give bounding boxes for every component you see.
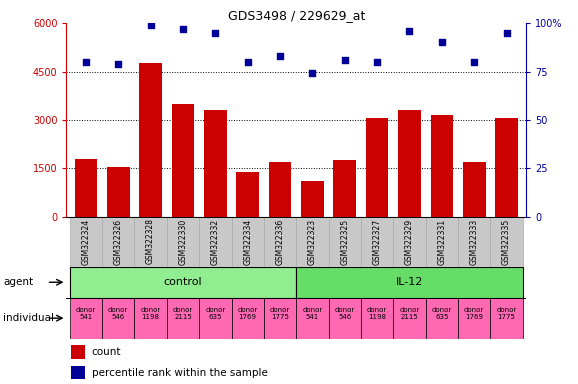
- Point: [211, 30, 220, 36]
- Text: percentile rank within the sample: percentile rank within the sample: [92, 367, 268, 378]
- Bar: [167, 217, 199, 267]
- Point: [502, 30, 511, 36]
- Text: donor
541: donor 541: [76, 307, 96, 320]
- Bar: [301, 181, 324, 217]
- Point: [276, 53, 285, 59]
- Text: GSM322331: GSM322331: [438, 218, 446, 265]
- Bar: [398, 110, 421, 217]
- Bar: [458, 217, 490, 267]
- Bar: [232, 217, 264, 267]
- Text: GSM322323: GSM322323: [308, 218, 317, 265]
- Bar: [328, 217, 361, 267]
- Text: GSM322326: GSM322326: [114, 218, 123, 265]
- Text: agent: agent: [3, 277, 33, 287]
- Text: donor
546: donor 546: [108, 307, 128, 320]
- Bar: [204, 110, 227, 217]
- Text: donor
2115: donor 2115: [173, 307, 193, 320]
- Bar: [199, 298, 232, 339]
- Point: [372, 59, 381, 65]
- Text: control: control: [164, 277, 202, 287]
- Point: [469, 59, 479, 65]
- Text: count: count: [92, 347, 121, 357]
- Text: donor
1769: donor 1769: [238, 307, 258, 320]
- Bar: [297, 298, 328, 339]
- Text: donor
635: donor 635: [205, 307, 225, 320]
- Bar: [71, 366, 85, 379]
- Text: GSM322332: GSM322332: [211, 218, 220, 265]
- Bar: [490, 298, 523, 339]
- Bar: [431, 115, 453, 217]
- Bar: [297, 267, 523, 298]
- Text: IL-12: IL-12: [396, 277, 423, 287]
- Text: donor
1775: donor 1775: [270, 307, 290, 320]
- Point: [179, 26, 188, 32]
- Bar: [70, 267, 297, 298]
- Text: GSM322336: GSM322336: [276, 218, 284, 265]
- Bar: [297, 217, 328, 267]
- Bar: [490, 217, 523, 267]
- Bar: [264, 298, 297, 339]
- Text: donor
2115: donor 2115: [399, 307, 420, 320]
- Bar: [232, 298, 264, 339]
- Text: GSM322324: GSM322324: [81, 218, 90, 265]
- Text: GSM322335: GSM322335: [502, 218, 511, 265]
- Point: [437, 40, 446, 46]
- Bar: [425, 217, 458, 267]
- Bar: [135, 298, 167, 339]
- Bar: [135, 217, 167, 267]
- Text: donor
1198: donor 1198: [367, 307, 387, 320]
- Text: individual: individual: [3, 313, 54, 323]
- Bar: [70, 217, 102, 267]
- Bar: [75, 159, 97, 217]
- Bar: [172, 104, 194, 217]
- Text: donor
635: donor 635: [432, 307, 452, 320]
- Bar: [361, 217, 393, 267]
- Bar: [264, 217, 297, 267]
- Bar: [199, 217, 232, 267]
- Point: [114, 61, 123, 67]
- Bar: [361, 298, 393, 339]
- Bar: [495, 118, 518, 217]
- Text: GSM322325: GSM322325: [340, 218, 349, 265]
- Text: GSM322334: GSM322334: [243, 218, 252, 265]
- Bar: [463, 162, 486, 217]
- Bar: [393, 298, 425, 339]
- Bar: [70, 298, 102, 339]
- Bar: [334, 161, 356, 217]
- Text: GSM322330: GSM322330: [179, 218, 187, 265]
- Text: GSM322333: GSM322333: [470, 218, 479, 265]
- Bar: [102, 217, 135, 267]
- Bar: [139, 63, 162, 217]
- Bar: [458, 298, 490, 339]
- Title: GDS3498 / 229629_at: GDS3498 / 229629_at: [228, 9, 365, 22]
- Bar: [107, 167, 129, 217]
- Point: [81, 59, 91, 65]
- Text: donor
541: donor 541: [302, 307, 323, 320]
- Bar: [102, 298, 135, 339]
- Point: [340, 57, 349, 63]
- Text: donor
1775: donor 1775: [497, 307, 517, 320]
- Text: GSM322328: GSM322328: [146, 218, 155, 265]
- Text: donor
546: donor 546: [335, 307, 355, 320]
- Point: [243, 59, 253, 65]
- Point: [307, 70, 317, 76]
- Point: [146, 22, 155, 28]
- Bar: [236, 172, 259, 217]
- Bar: [328, 298, 361, 339]
- Text: donor
1198: donor 1198: [140, 307, 161, 320]
- Text: donor
1769: donor 1769: [464, 307, 484, 320]
- Bar: [366, 118, 388, 217]
- Text: GSM322329: GSM322329: [405, 218, 414, 265]
- Point: [405, 28, 414, 34]
- Text: GSM322327: GSM322327: [373, 218, 381, 265]
- Bar: [167, 298, 199, 339]
- Bar: [393, 217, 425, 267]
- Bar: [425, 298, 458, 339]
- Bar: [71, 346, 85, 359]
- Bar: [269, 162, 291, 217]
